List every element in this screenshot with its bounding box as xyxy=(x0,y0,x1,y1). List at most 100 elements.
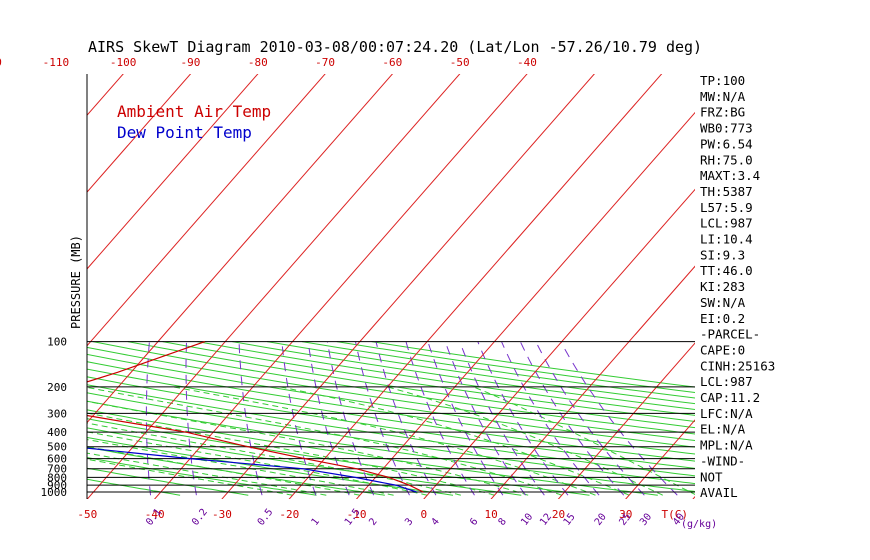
bottom-temp-tick-label: -50 xyxy=(77,508,97,521)
isotherm xyxy=(288,74,663,499)
isotherm xyxy=(87,74,192,193)
pressure-tick-label: 800 xyxy=(47,471,67,484)
isotherm xyxy=(355,111,695,499)
side-panel-item: WB0:773 xyxy=(700,121,753,136)
side-panel-item: KI:283 xyxy=(700,279,745,294)
isotherm xyxy=(809,60,870,520)
pressure-tick-label: 1000 xyxy=(41,486,68,499)
dry-adiabat xyxy=(87,361,695,455)
bottom-temp-tick-label: -20 xyxy=(279,508,299,521)
top-temp-tick-label: -50 xyxy=(450,56,470,69)
legend-ambient-air-temp: Ambient Air Temp xyxy=(117,102,271,121)
dry-adiabat xyxy=(87,427,522,496)
side-panel-item: EL:N/A xyxy=(700,422,746,437)
dry-adiabat xyxy=(87,457,317,496)
mixing-ratio-line xyxy=(501,341,600,496)
isotherm xyxy=(154,74,528,499)
bottom-temp-tick-label: 30 xyxy=(619,508,632,521)
side-panel-item: NOT xyxy=(700,469,723,484)
mixing-ratio-label: 0.2 xyxy=(190,507,210,528)
moist-adiabat xyxy=(87,445,360,496)
mixing-ratio-label: 3 xyxy=(403,516,415,528)
pressure-tick-label: 300 xyxy=(47,407,67,420)
pressure-tick-label: 700 xyxy=(47,463,67,476)
top-temp-tick-label: -70 xyxy=(315,56,335,69)
top-temp-tick-label: -80 xyxy=(248,56,268,69)
mixing-ratio-line xyxy=(535,341,645,496)
bottom-temp-tick-label: -10 xyxy=(347,508,367,521)
side-panel-item: SI:9.3 xyxy=(700,247,745,262)
side-panel-item: PW:6.54 xyxy=(700,136,753,151)
pressure-tick-label: 900 xyxy=(47,479,67,492)
bottom-temp-unit: T(C) xyxy=(662,508,689,521)
mixing-ratio-label: 6 xyxy=(468,516,480,528)
dry-adiabat xyxy=(87,376,695,469)
moist-adiabat xyxy=(87,431,428,496)
mixing-ratio-label: 8 xyxy=(497,516,509,528)
bottom-temp-tick-label: 0 xyxy=(421,508,428,521)
pressure-tick-label: 600 xyxy=(47,453,67,466)
side-panel-item: TP:100 xyxy=(700,73,745,88)
dry-adiabat xyxy=(197,341,695,416)
mixing-ratio-line xyxy=(427,341,504,496)
dry-adiabat xyxy=(87,400,695,492)
mixing-ratio-label: 0.5 xyxy=(256,507,276,528)
side-panel-item: -PARCEL- xyxy=(700,327,760,342)
mixing-ratio-label: 30 xyxy=(638,512,654,528)
isotherm xyxy=(221,74,595,499)
dry-adiabat xyxy=(301,341,695,399)
dry-adiabat xyxy=(87,346,695,442)
dry-adiabat xyxy=(87,384,695,477)
moist-adiabat xyxy=(87,452,327,496)
moist-adiabat xyxy=(87,400,529,496)
mixing-ratio-unit: (g/kg) xyxy=(681,519,717,530)
side-panel-item: LI:10.4 xyxy=(700,232,753,247)
dry-adiabat xyxy=(87,418,590,496)
isotherm xyxy=(423,188,695,499)
side-panel-item: SW:N/A xyxy=(700,295,746,310)
dry-adiabat xyxy=(87,392,695,485)
moist-adiabat xyxy=(87,422,462,496)
pressure-tick-label: 100 xyxy=(47,336,67,349)
side-panel-item: LCL:987 xyxy=(700,216,753,231)
side-panel-item: TH:5387 xyxy=(700,184,753,199)
side-panel-item: MAXT:3.4 xyxy=(700,168,760,183)
bottom-temp-tick-label: 10 xyxy=(485,508,498,521)
mixing-ratio-line xyxy=(185,341,197,496)
isotherm xyxy=(87,74,259,270)
dry-adiabat xyxy=(267,341,695,405)
isotherm xyxy=(87,74,461,499)
moist-adiabat xyxy=(387,386,663,496)
bottom-temp-tick-label: 20 xyxy=(552,508,565,521)
dry-adiabat xyxy=(162,341,695,423)
top-temp-tick-label: -60 xyxy=(382,56,402,69)
top-temp-tick-label: -110 xyxy=(43,56,70,69)
pressure-tick-label: 400 xyxy=(47,426,67,439)
top-temp-tick-label: -100 xyxy=(110,56,137,69)
series-line xyxy=(87,447,417,493)
chart-title: AIRS SkewT Diagram 2010-03-08/00:07:24.2… xyxy=(88,38,702,56)
side-panel-item: L57:5.9 xyxy=(700,200,753,215)
mixing-ratio-line xyxy=(405,341,475,496)
side-panel-item: AVAIL xyxy=(700,485,738,500)
dry-adiabat xyxy=(87,446,385,496)
bottom-temp-tick-label: -30 xyxy=(212,508,232,521)
side-panel-item: TT:46.0 xyxy=(700,263,753,278)
moist-adiabat xyxy=(87,458,293,496)
side-panel-item: RH:75.0 xyxy=(700,152,753,167)
isotherm xyxy=(742,60,870,520)
side-panel-item: EI:0.2 xyxy=(700,311,745,326)
mixing-ratio-label: 20 xyxy=(593,512,609,528)
bottom-temp-tick-label: -40 xyxy=(145,508,165,521)
side-panel-item: MW:N/A xyxy=(700,89,746,104)
top-temp-tick-label: -120 xyxy=(0,56,2,69)
mixing-ratio-line xyxy=(145,341,151,496)
mixing-ratio-line xyxy=(477,341,569,496)
dry-adiabat xyxy=(127,341,695,429)
dry-adiabat xyxy=(87,436,454,496)
legend-dew-point-temp: Dew Point Temp xyxy=(117,123,252,142)
top-temp-tick-label: -90 xyxy=(181,56,201,69)
mixing-ratio-line xyxy=(326,341,375,496)
side-panel-item: LCL:987 xyxy=(700,374,753,389)
mixing-ratio-line xyxy=(281,341,317,496)
